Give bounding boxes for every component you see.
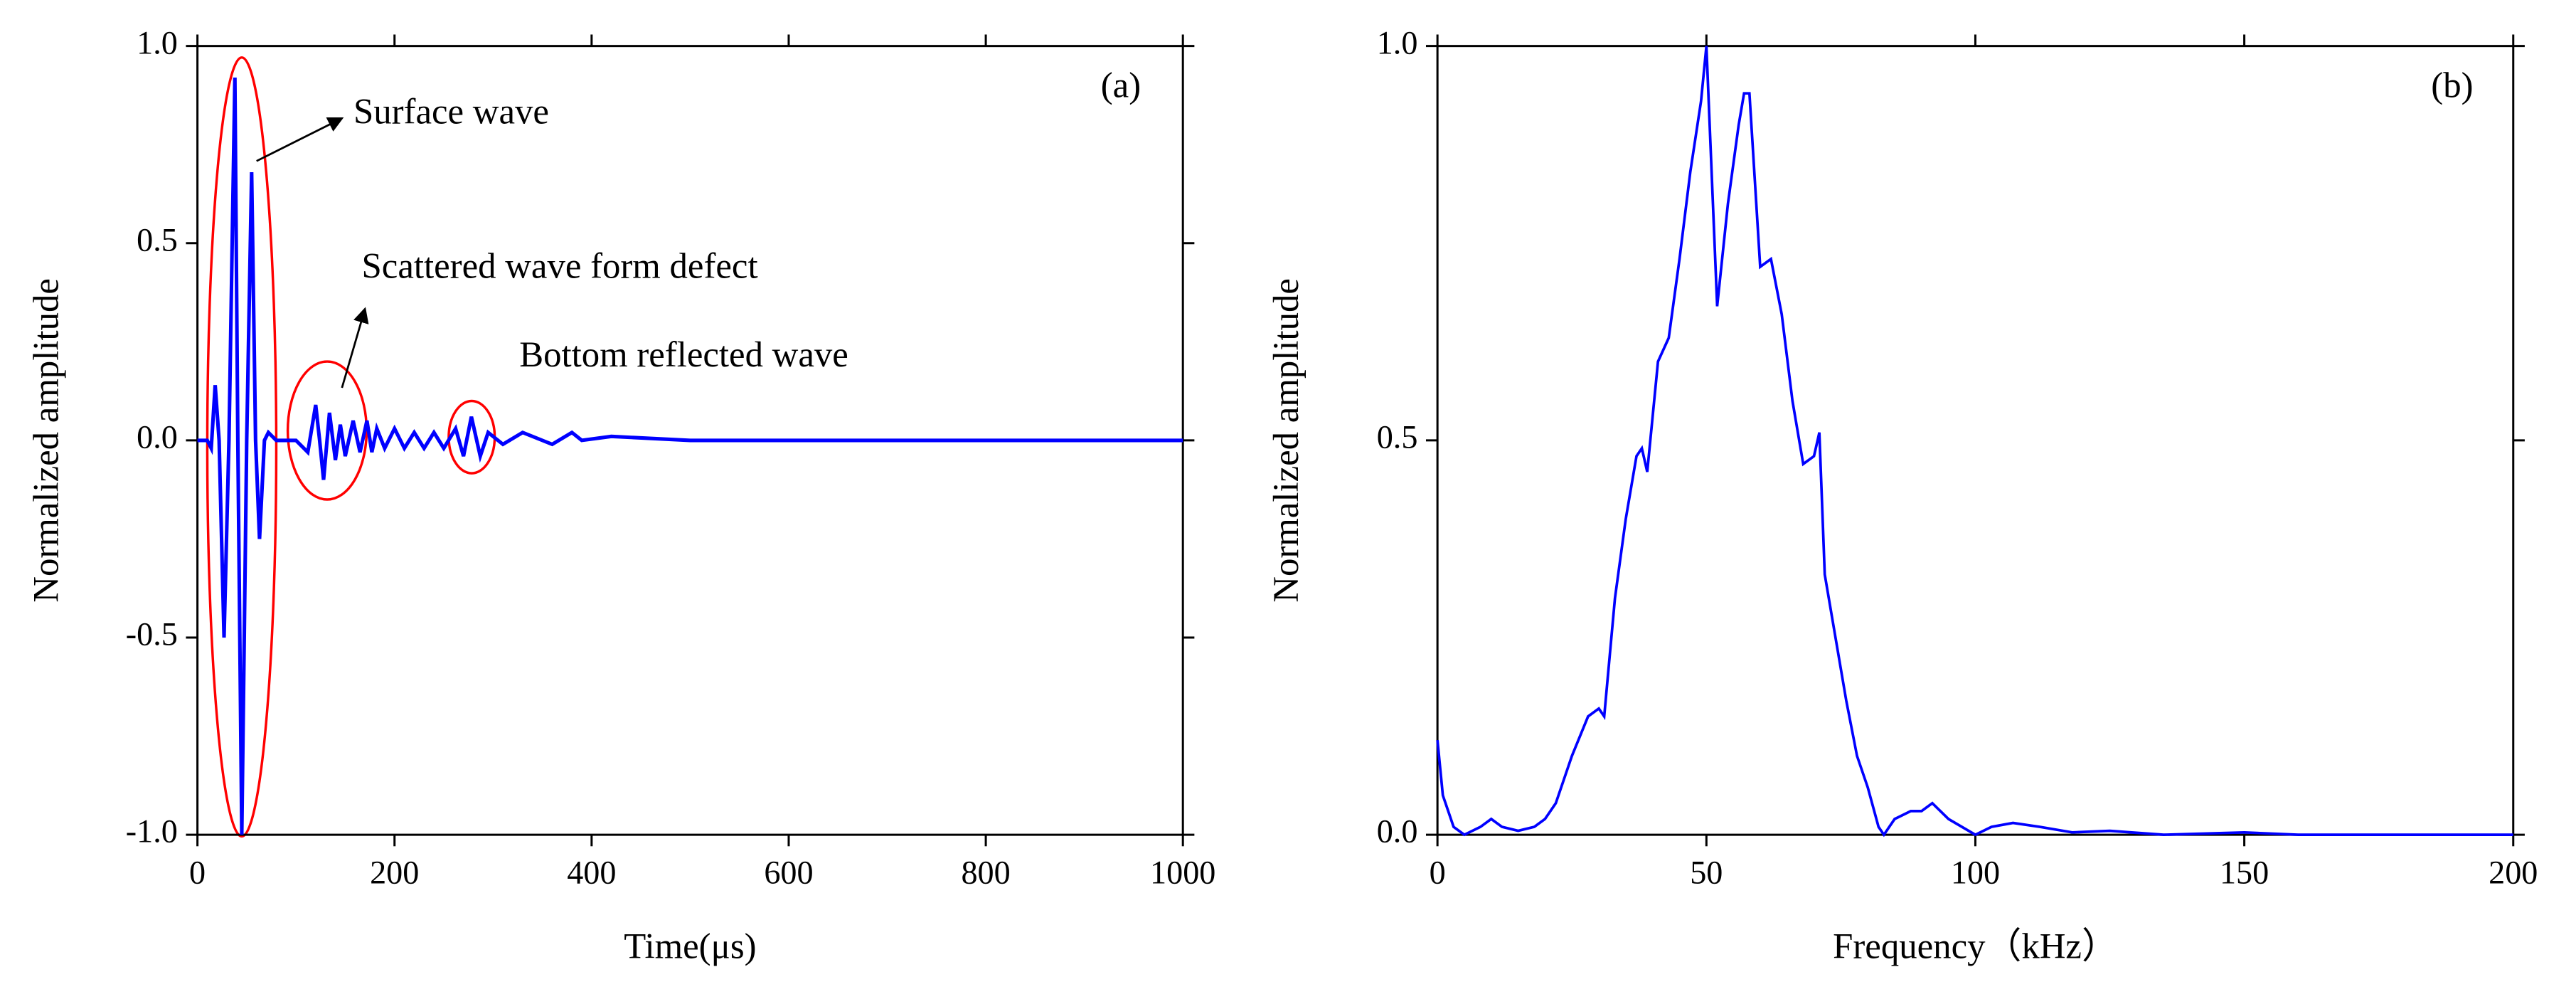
panel-label: (a) — [1101, 65, 1141, 105]
panel-label: (b) — [2431, 65, 2473, 105]
annotation: Surface wave — [353, 91, 549, 131]
y-tick-label: -1.0 — [126, 813, 178, 850]
y-tick-label: 0.5 — [1377, 418, 1418, 455]
x-tick-label: 1000 — [1150, 854, 1215, 890]
x-tick-label: 100 — [1951, 854, 2000, 890]
y-tick-label: 0.5 — [137, 221, 178, 258]
annotation: Scattered wave form defect — [362, 245, 758, 285]
arrow — [256, 117, 344, 162]
x-axis-label: Time(μs) — [624, 926, 756, 966]
y-axis-label: Normalized amplitude — [26, 278, 65, 603]
annotation: Bottom reflected wave — [519, 334, 848, 374]
x-tick-label: 150 — [2220, 854, 2269, 890]
highlight-ellipse — [206, 56, 278, 838]
x-tick-label: 50 — [1690, 854, 1723, 890]
x-tick-label: 200 — [2489, 854, 2538, 890]
x-axis-label: Frequency（kHz） — [1833, 926, 2118, 966]
y-tick-label: 0.0 — [1377, 813, 1418, 850]
y-tick-label: 1.0 — [1377, 24, 1418, 60]
x-tick-label: 0 — [189, 854, 206, 890]
signal-line — [1436, 46, 2513, 837]
x-tick-label: 800 — [961, 854, 1010, 890]
x-tick-label: 0 — [1430, 854, 1446, 890]
y-axis-label: Normalized amplitude — [1266, 278, 1306, 603]
x-tick-label: 400 — [567, 854, 616, 890]
x-tick-label: 200 — [370, 854, 419, 890]
y-tick-label: 1.0 — [137, 24, 178, 60]
x-tick-label: 600 — [764, 854, 813, 890]
plot-frame — [1436, 45, 2515, 836]
signal-line — [197, 77, 1183, 835]
y-tick-label: -0.5 — [126, 616, 178, 652]
arrow — [341, 307, 369, 389]
y-tick-label: 0.0 — [137, 418, 178, 455]
